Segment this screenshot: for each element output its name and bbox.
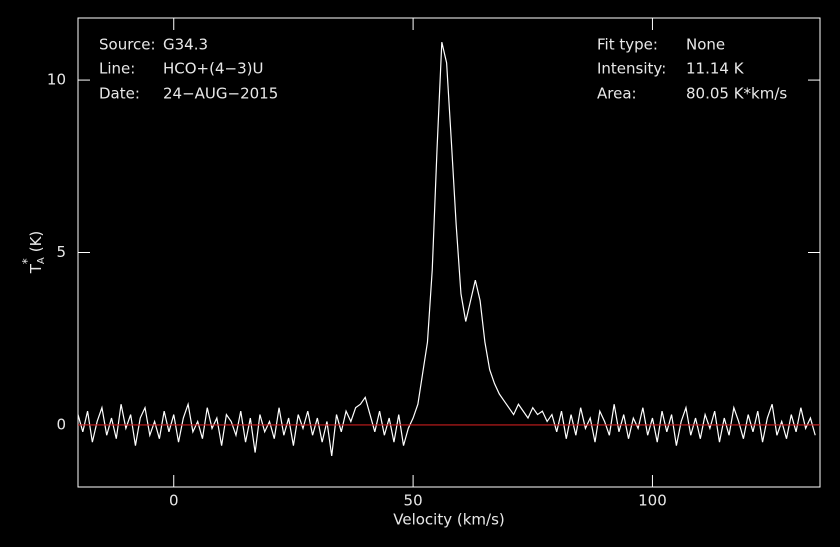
y-tick-label: 10: [47, 71, 66, 89]
annotation-value: 24−AUG−2015: [163, 85, 278, 103]
annotation-value: G34.3: [163, 36, 208, 54]
annotation-label: Line:: [99, 60, 135, 78]
x-tick-label: 0: [169, 492, 179, 510]
annotation-label: Date:: [99, 85, 140, 103]
y-axis-label: TA* (K): [20, 231, 48, 275]
x-tick-label: 50: [404, 492, 423, 510]
y-tick-label: 5: [56, 243, 66, 261]
y-tick-label: 0: [56, 415, 66, 433]
y-label-sup: *: [20, 258, 34, 264]
y-label-sub: A: [36, 257, 47, 264]
annotation-label: Fit type:: [597, 36, 658, 54]
annotation-label: Intensity:: [597, 60, 666, 78]
annotation-value: 80.05 K*km/s: [686, 85, 787, 103]
annotation-value: HCO+(4−3)U: [163, 60, 263, 78]
annotation-label: Area:: [597, 85, 637, 103]
y-label-base: T: [27, 263, 45, 274]
annotation-value: 11.14 K: [686, 60, 745, 78]
y-label-unit: (K): [27, 231, 45, 253]
annotation-value: None: [686, 36, 725, 54]
x-axis-label: Velocity (km/s): [393, 511, 504, 529]
x-tick-label: 100: [638, 492, 667, 510]
spectrum-line: [77, 42, 816, 457]
annotation-label: Source:: [99, 36, 156, 54]
